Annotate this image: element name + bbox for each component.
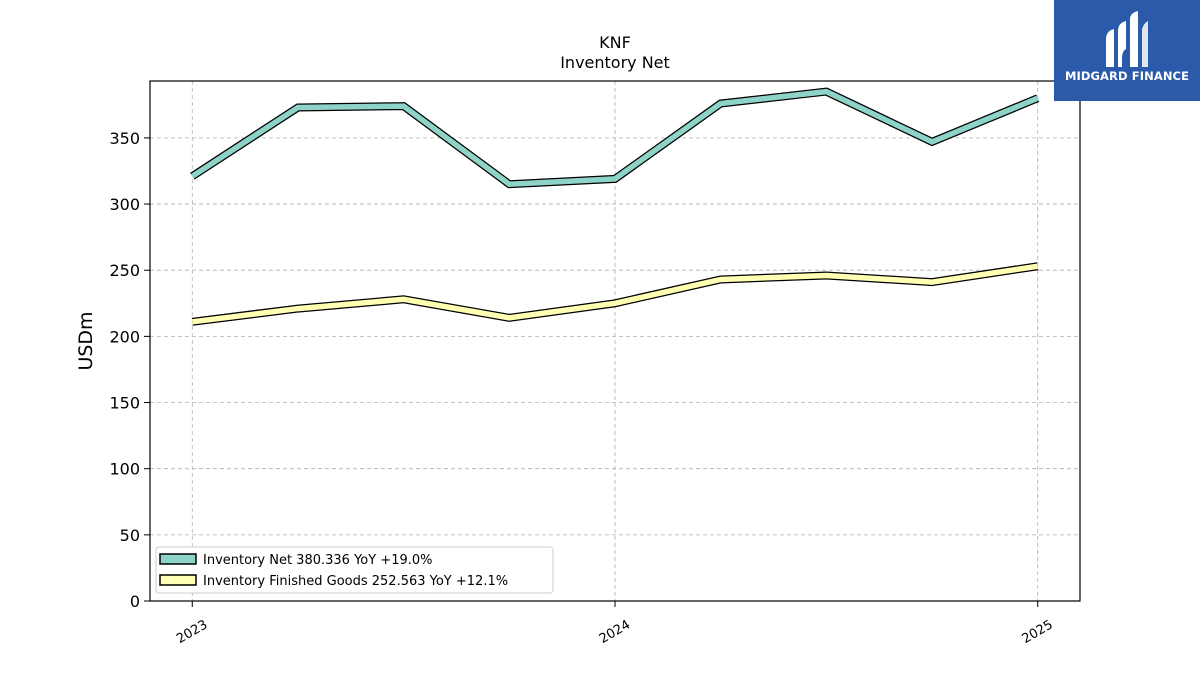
series-line-1: [191, 263, 1039, 325]
legend: Inventory Net 380.336 YoY +19.0% Inventor…: [155, 546, 554, 594]
x-axis: 2023 2024 2025: [174, 601, 1056, 647]
y-tick-label: 150: [109, 394, 140, 413]
y-tick-label: 50: [120, 526, 140, 545]
legend-box: [155, 546, 554, 594]
legend-entry: Inventory Net 380.336 YoY +19.0%: [203, 553, 433, 568]
chart-title: KNF: [599, 33, 631, 52]
grid: [150, 81, 1080, 602]
midgard-logo-icon: [1106, 11, 1148, 67]
series-line-0: [190, 88, 1039, 188]
y-tick-label: 200: [109, 327, 140, 346]
brand-name: MIDGARD FINANCE: [1064, 69, 1190, 83]
y-axis: 0 50 100 150 200 250 300 350: [109, 129, 150, 611]
x-tick-label: 2023: [174, 617, 210, 647]
y-tick-label: 100: [109, 460, 140, 479]
brand-logo: MIDGARD FINANCE: [1054, 0, 1200, 101]
chart-subtitle: Inventory Net: [560, 53, 670, 72]
legend-swatch: [159, 553, 197, 565]
series-group: [190, 87, 1040, 326]
x-tick-label: 2024: [597, 617, 633, 647]
y-tick-label: 300: [109, 195, 140, 214]
y-tick-label: 0: [130, 592, 140, 611]
legend-entry: Inventory Finished Goods 252.563 YoY +12…: [203, 574, 508, 589]
y-tick-label: 350: [109, 129, 140, 148]
y-tick-label: 250: [109, 261, 140, 280]
y-axis-label: USDm: [75, 311, 97, 370]
x-tick-label: 2025: [1020, 617, 1056, 647]
legend-swatch: [159, 574, 197, 586]
